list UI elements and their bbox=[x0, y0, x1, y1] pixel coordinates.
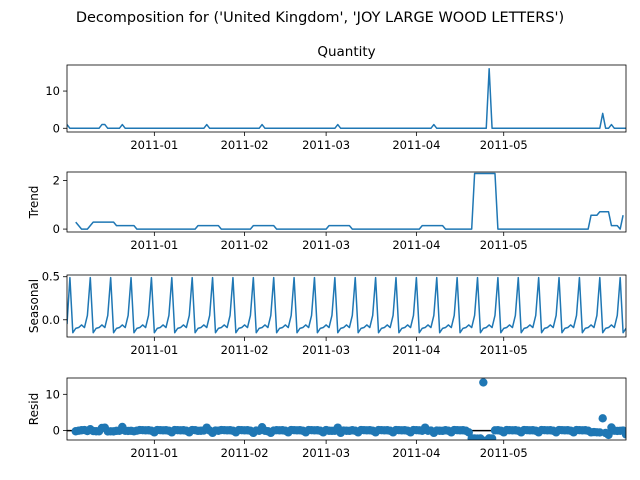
quantity-plot-area bbox=[67, 67, 626, 130]
seasonal-series-line bbox=[67, 276, 626, 334]
trend-xtick-label: 2011-05 bbox=[480, 238, 528, 252]
resid-panel: Resid 0 10 2011-01 2011-02 2011-03 2011-04 2011… bbox=[27, 377, 627, 460]
trend-panel: Trend 0 2 2011-01 2011-02 2011-03 2011-04 2011-… bbox=[27, 171, 627, 252]
quantity-xtick-label: 2011-04 bbox=[392, 138, 440, 152]
resid-axes-frame bbox=[66, 377, 627, 441]
panels-group: Quantity 0 10 2011-01 2011-02 2011-03 2011-04 2… bbox=[27, 44, 627, 460]
trend-xtick-label: 2011-03 bbox=[302, 238, 350, 252]
figure-title: Decomposition for ('United Kingdom', 'JO… bbox=[76, 10, 564, 26]
quantity-axes-frame bbox=[66, 64, 627, 133]
resid-point bbox=[598, 414, 607, 423]
trend-plot-area bbox=[75, 172, 624, 230]
resid-ytick-label: 10 bbox=[45, 387, 60, 401]
resid-xtick-label: 2011-01 bbox=[130, 446, 178, 460]
resid-point bbox=[476, 434, 485, 440]
quantity-series-line bbox=[67, 67, 626, 130]
quantity-panel: Quantity 0 10 2011-01 2011-02 2011-03 2011-04 2… bbox=[45, 44, 627, 152]
trend-ylabel: Trend bbox=[27, 186, 41, 220]
resid-point bbox=[621, 430, 626, 439]
quantity-xtick-label: 2011-02 bbox=[221, 138, 269, 152]
seasonal-xtick-label: 2011-01 bbox=[130, 343, 178, 357]
resid-point bbox=[479, 378, 488, 387]
quantity-xtick-label: 2011-03 bbox=[302, 138, 350, 152]
trend-axes-frame bbox=[66, 171, 627, 233]
trend-ytick-label: 2 bbox=[53, 174, 60, 188]
seasonal-ytick-label: 0.0 bbox=[42, 313, 60, 327]
resid-xtick-label: 2011-04 bbox=[392, 446, 440, 460]
resid-point bbox=[487, 434, 497, 440]
trend-series-line bbox=[75, 172, 624, 230]
seasonal-plot-area bbox=[67, 276, 626, 334]
seasonal-ytick-label: 0.5 bbox=[42, 270, 60, 284]
resid-xtick-label: 2011-03 bbox=[302, 446, 350, 460]
trend-xtick-label: 2011-04 bbox=[392, 238, 440, 252]
quantity-title: Quantity bbox=[317, 44, 375, 60]
seasonal-xtick-label: 2011-04 bbox=[392, 343, 440, 357]
quantity-xtick-label: 2011-01 bbox=[130, 138, 178, 152]
quantity-xtick-label: 2011-05 bbox=[480, 138, 528, 152]
resid-ytick-label: 0 bbox=[53, 424, 60, 438]
trend-xtick-label: 2011-02 bbox=[221, 238, 269, 252]
resid-xtick-label: 2011-05 bbox=[480, 446, 528, 460]
resid-point bbox=[604, 430, 613, 440]
seasonal-xtick-label: 2011-03 bbox=[302, 343, 350, 357]
resid-xtick-label: 2011-02 bbox=[221, 446, 269, 460]
seasonal-axes-frame bbox=[66, 274, 627, 338]
seasonal-xtick-label: 2011-05 bbox=[480, 343, 528, 357]
trend-xtick-label: 2011-01 bbox=[130, 238, 178, 252]
resid-plot-area bbox=[67, 378, 626, 440]
seasonal-xtick-label: 2011-02 bbox=[221, 343, 269, 357]
seasonal-ylabel: Seasonal bbox=[27, 279, 41, 333]
trend-ytick-label: 0 bbox=[53, 222, 60, 236]
resid-ylabel: Resid bbox=[27, 393, 41, 425]
quantity-ytick-label: 10 bbox=[45, 84, 60, 98]
quantity-ytick-label: 0 bbox=[53, 121, 60, 135]
